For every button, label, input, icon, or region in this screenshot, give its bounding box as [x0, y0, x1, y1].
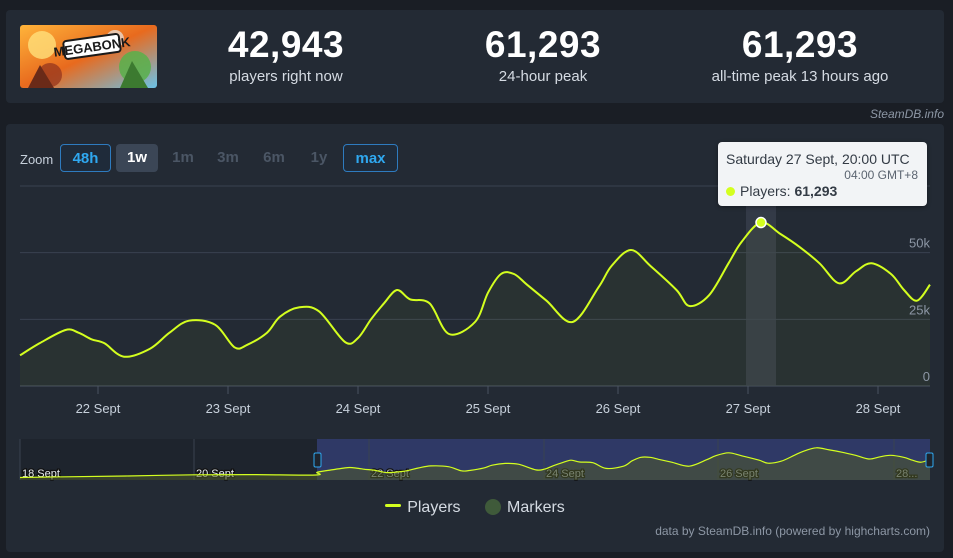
steamdb-credit-top[interactable]: SteamDB.info	[869, 107, 944, 121]
hover-point-marker	[755, 216, 767, 229]
players-chart[interactable]: 0 25k 50k 22 Sept 23 Sept 24 Sept 25 Sept 26 S…	[6, 124, 944, 552]
stats-panel: MEGABONK 42,943 players right now 61,293…	[6, 10, 944, 103]
legend-item-markers[interactable]: Markers	[485, 499, 565, 517]
navigator-handle-left[interactable]	[313, 452, 322, 468]
y-tick-label: 0	[923, 369, 930, 384]
zoom-3m-button[interactable]: 3m	[217, 149, 239, 166]
players-line-icon	[385, 504, 402, 507]
steamdb-credit-bottom[interactable]: data by SteamDB.info (powered by highcha…	[655, 524, 930, 538]
tooltip-value: 61,293	[794, 183, 838, 199]
navigator-line	[19, 447, 931, 479]
zoom-6m-button[interactable]: 6m	[263, 149, 285, 166]
current-players-label: players right now	[229, 68, 343, 85]
game-thumbnail[interactable]: MEGABONK	[20, 25, 157, 88]
markers-dot-icon	[485, 499, 502, 515]
navigator-handle-right[interactable]	[925, 452, 934, 468]
hover-highlight-band	[746, 206, 776, 386]
x-tick-label: 26 Sept	[596, 401, 641, 416]
chart-panel: 0 25k 50k 22 Sept 23 Sept 24 Sept 25 Sept 26 S…	[6, 124, 944, 552]
chart-legend: Players Markers	[6, 499, 944, 517]
x-tick-label: 27 Sept	[726, 401, 771, 416]
stat-24h-peak: 61,293 24-hour peak	[458, 24, 628, 85]
peak-24h-label: 24-hour peak	[498, 68, 588, 85]
x-tick-label: 22 Sept	[76, 401, 121, 416]
players-area-fill	[20, 222, 930, 386]
zoom-48h-button[interactable]: 48h	[60, 144, 111, 172]
players-series-line	[19, 221, 931, 358]
series-color-dot	[726, 187, 735, 196]
zoom-label: Zoom	[20, 152, 54, 167]
y-tick-label: 50k	[909, 236, 930, 251]
legend-item-players[interactable]: Players	[385, 499, 461, 517]
x-tick-label: 25 Sept	[466, 401, 511, 416]
tooltip-value-row: Players: 61,293	[726, 183, 837, 199]
x-tick-label: 23 Sept	[206, 401, 251, 416]
all-time-peak-label: all-time peak 13 hours ago	[711, 68, 889, 85]
stat-all-time-peak: 61,293 all-time peak 13 hours ago	[690, 24, 910, 85]
zoom-1w-button[interactable]: 1w	[116, 144, 158, 172]
tooltip-subtitle: 04:00 GMT+8	[844, 168, 918, 182]
stat-current-players: 42,943 players right now	[201, 24, 371, 85]
chart-tooltip: Saturday 27 Sept, 20:00 UTC 04:00 GMT+8 …	[718, 142, 927, 206]
legend-markers-label: Markers	[507, 499, 565, 516]
tooltip-series-label: Players:	[740, 183, 795, 199]
tooltip-title: Saturday 27 Sept, 20:00 UTC	[726, 151, 910, 167]
all-time-peak-value: 61,293	[741, 24, 859, 65]
zoom-max-button[interactable]: max	[343, 144, 398, 172]
game-art-image: MEGABONK	[20, 25, 157, 88]
zoom-1y-button[interactable]: 1y	[310, 149, 328, 166]
legend-players-label: Players	[407, 499, 461, 516]
current-players-value: 42,943	[227, 24, 345, 65]
x-tick-label: 28 Sept	[856, 401, 901, 416]
x-tick-label: 24 Sept	[336, 401, 381, 416]
y-tick-label: 25k	[909, 302, 930, 317]
navigator-area	[20, 447, 930, 480]
zoom-1m-button[interactable]: 1m	[172, 149, 194, 166]
peak-24h-value: 61,293	[484, 24, 602, 65]
